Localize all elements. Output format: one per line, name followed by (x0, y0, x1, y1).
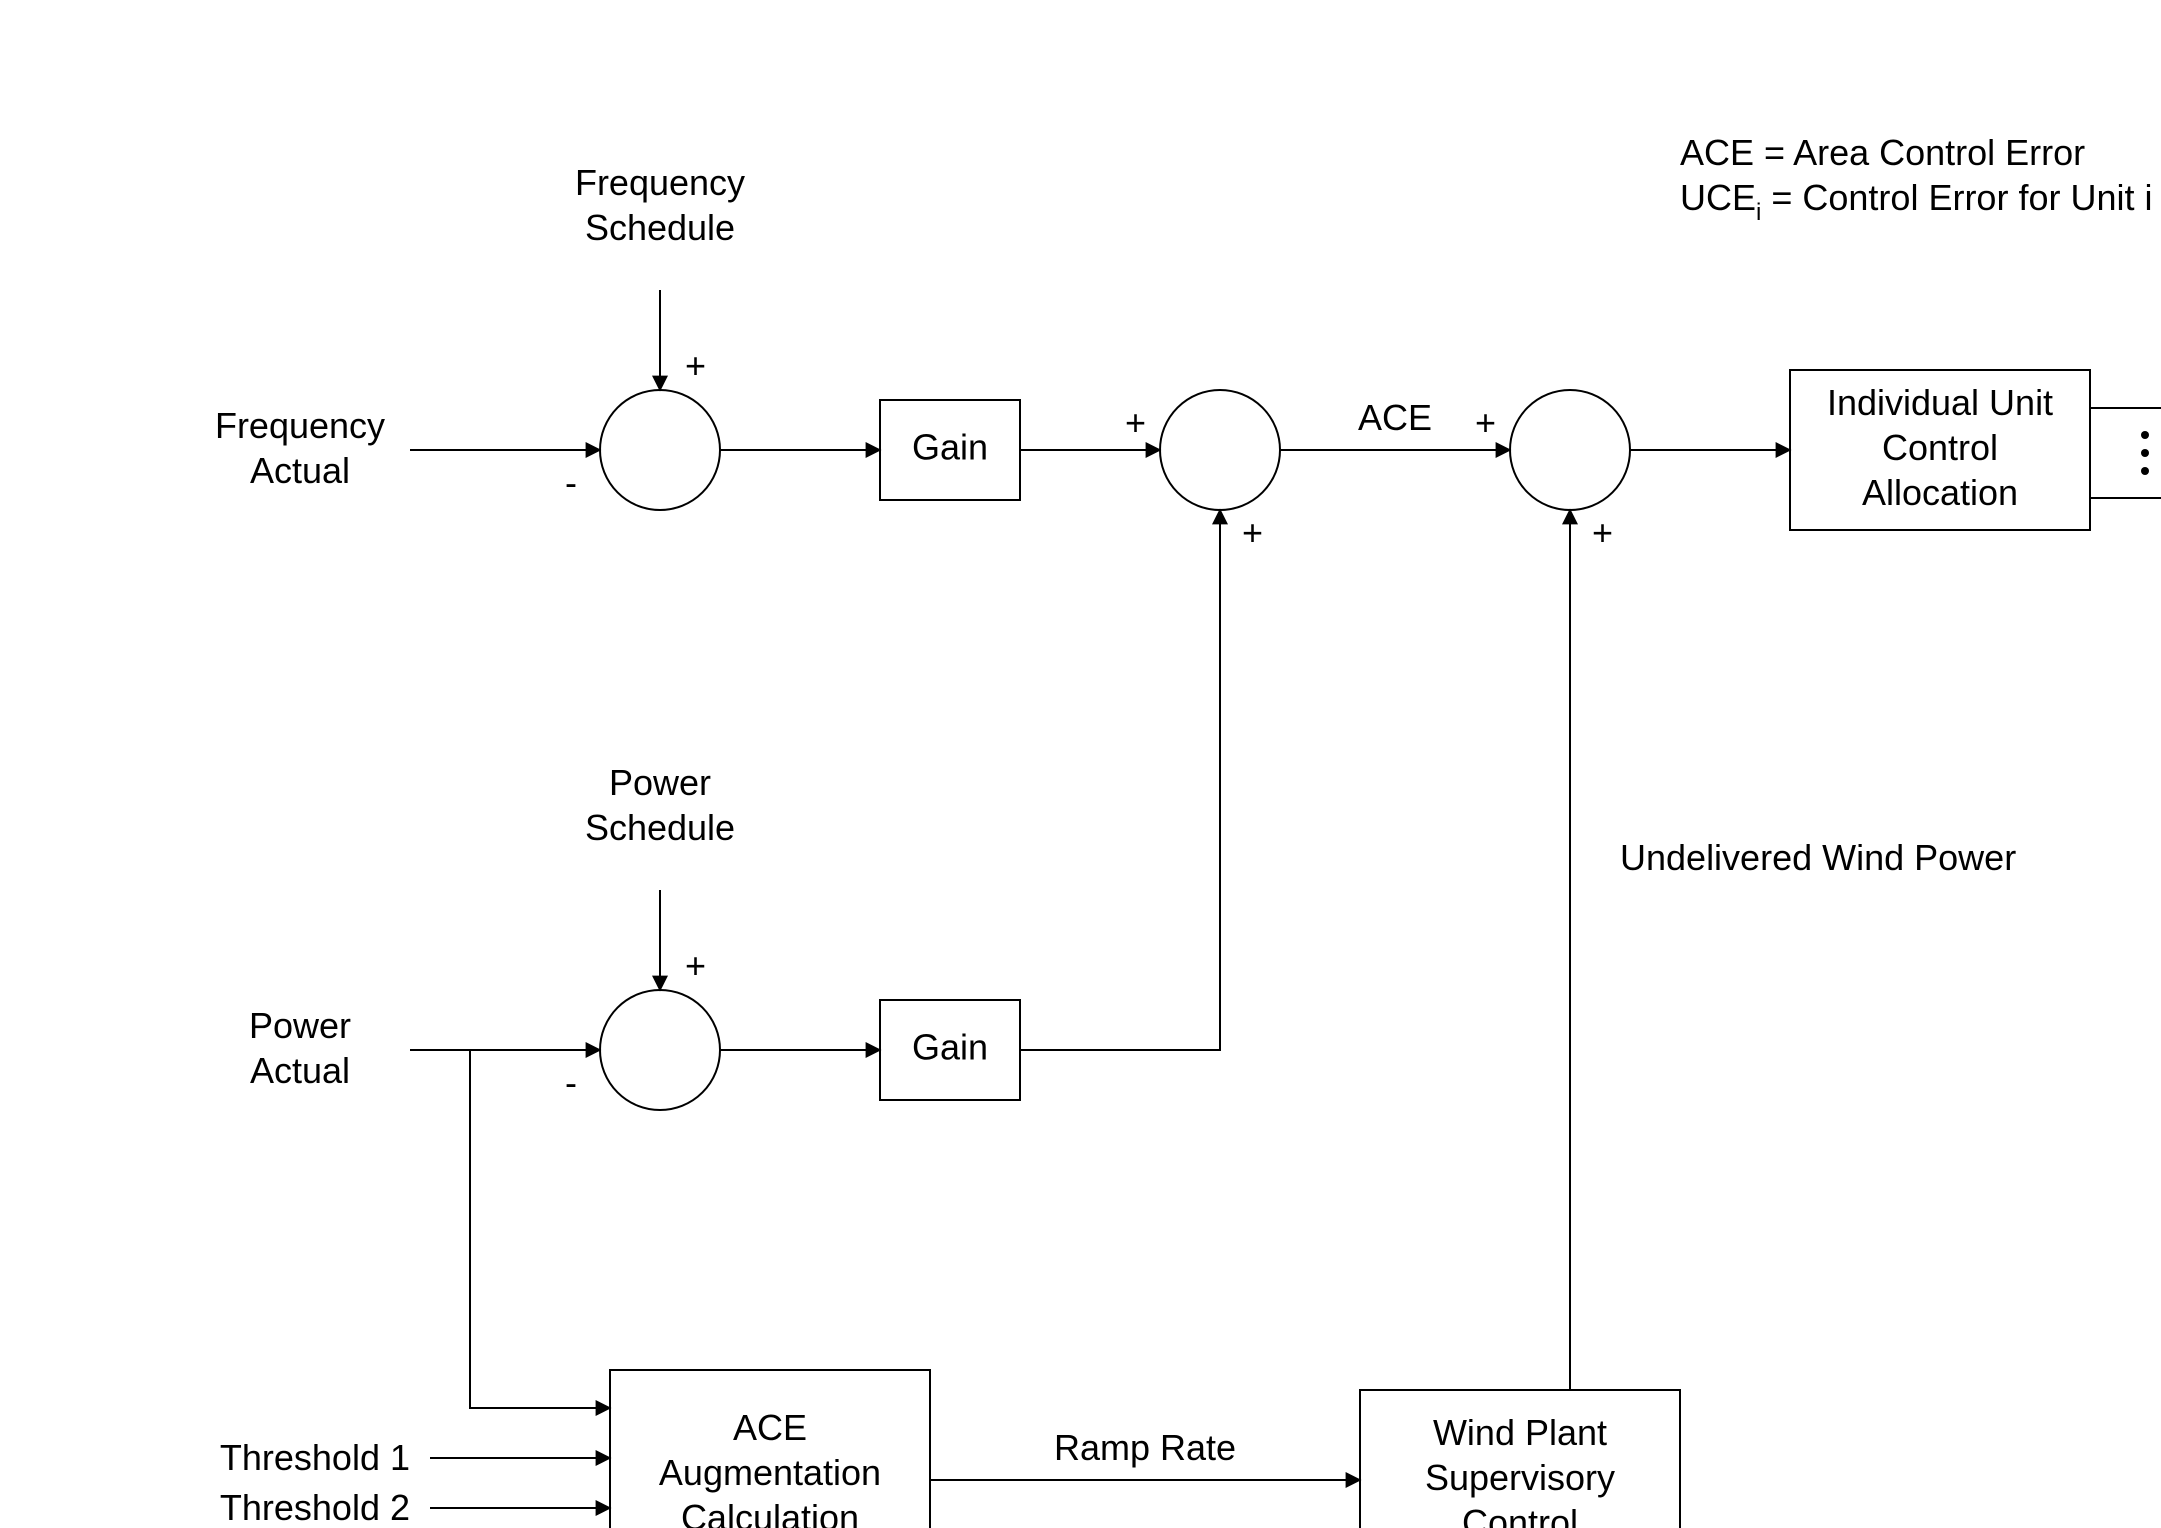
power-schedule-l2: Schedule (585, 807, 735, 848)
power-actual-l2: Actual (250, 1050, 350, 1091)
sign-sum4-left: - (565, 1062, 577, 1103)
sign-sum2-bottom: + (1242, 512, 1263, 553)
sign-sum3-bottom: + (1592, 512, 1613, 553)
unit-allocation-l1: Individual Unit (1827, 382, 2053, 423)
unit-allocation-l3: Allocation (1862, 472, 2018, 513)
unit-allocation-l2: Control (1882, 427, 1998, 468)
threshold-2-label: Threshold 2 (220, 1487, 410, 1528)
sum-frequency (600, 390, 720, 510)
wind-supervisory-l1: Wind Plant (1433, 1412, 1607, 1453)
wind-supervisory-l3: Control (1462, 1502, 1578, 1528)
gain-frequency-label: Gain (912, 427, 988, 468)
gain-power-label: Gain (912, 1027, 988, 1068)
freq-actual-l1: Frequency (215, 405, 385, 446)
power-actual-l1: Power (249, 1005, 351, 1046)
wind-supervisory-l2: Supervisory (1425, 1457, 1615, 1498)
freq-schedule-l1: Frequency (575, 162, 745, 203)
ace-augmentation-l1: ACE (733, 1407, 807, 1448)
freq-schedule-l2: Schedule (585, 207, 735, 248)
legend-line1: ACE = Area Control Error (1680, 132, 2085, 173)
sign-sum1-top: + (685, 345, 706, 386)
sign-sum1-left: - (565, 462, 577, 503)
legend-line2: UCEi = Control Error for Unit i (1680, 177, 2152, 226)
threshold-1-label: Threshold 1 (220, 1437, 410, 1478)
sign-sum2-left: + (1125, 402, 1146, 443)
power-schedule-l1: Power (609, 762, 711, 803)
undelivered-label: Undelivered Wind Power (1620, 837, 2016, 878)
sign-sum4-top: + (685, 945, 706, 986)
sum-wind (1510, 390, 1630, 510)
ramp-rate-label: Ramp Rate (1054, 1427, 1236, 1468)
sum-power (600, 990, 720, 1110)
ace-augmentation-l2: Augmentation (659, 1452, 881, 1493)
freq-actual-l2: Actual (250, 450, 350, 491)
sum-ace (1160, 390, 1280, 510)
sign-sum3-left: + (1475, 402, 1496, 443)
ace-label: ACE (1358, 397, 1432, 438)
ace-augmentation-l3: Calculation (681, 1497, 859, 1528)
